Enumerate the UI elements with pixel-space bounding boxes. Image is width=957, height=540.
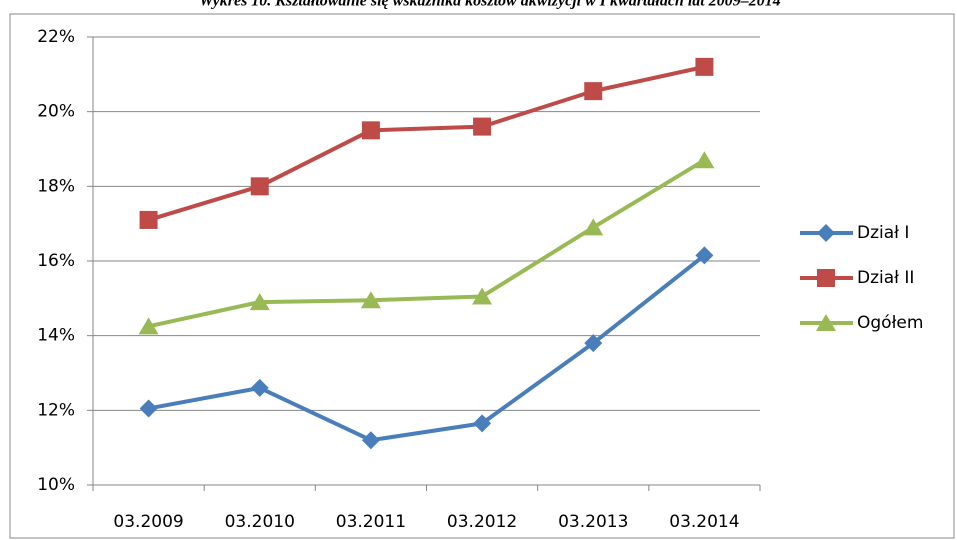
x-tick-label: 03.2014 [669,512,739,532]
y-tick-label: 12% [37,400,75,420]
y-tick-label: 22% [37,27,75,47]
series-line [148,253,706,443]
marker [139,399,158,418]
marker [584,82,603,101]
legend-label: Dział I [857,223,909,243]
x-tick-label: 03.2011 [336,512,406,532]
series-line [148,64,705,222]
marker [695,57,714,76]
x-tick-label: 03.2010 [225,512,295,532]
marker [695,246,714,265]
legend-label: Ogółem [857,313,923,333]
y-tick-label: 20% [37,102,75,122]
marker [584,334,603,353]
chart-title: Wykres 10. Kształtowanie się wskaźnika k… [199,0,780,10]
marker [361,431,380,450]
marker [473,117,492,136]
x-tick-label: 03.2009 [113,512,183,532]
marker [583,218,604,236]
marker [816,314,836,331]
x-tick-label: 03.2013 [558,512,628,532]
marker [361,121,380,140]
x-tick-label: 03.2012 [447,512,517,532]
legend-label: Dział II [857,268,914,288]
marker [249,293,270,311]
y-tick-label: 16% [37,251,75,271]
marker [817,224,835,242]
marker [360,291,381,309]
marker [250,177,269,196]
marker [694,151,715,169]
marker [250,378,269,397]
marker [139,210,158,229]
y-tick-label: 14% [37,326,75,346]
chart-frame [9,13,955,539]
y-tick-label: 10% [37,475,75,495]
marker [138,317,159,335]
y-tick-label: 18% [37,176,75,196]
marker [473,414,492,433]
series-line [148,158,706,329]
marker [817,269,835,287]
marker [472,287,493,305]
